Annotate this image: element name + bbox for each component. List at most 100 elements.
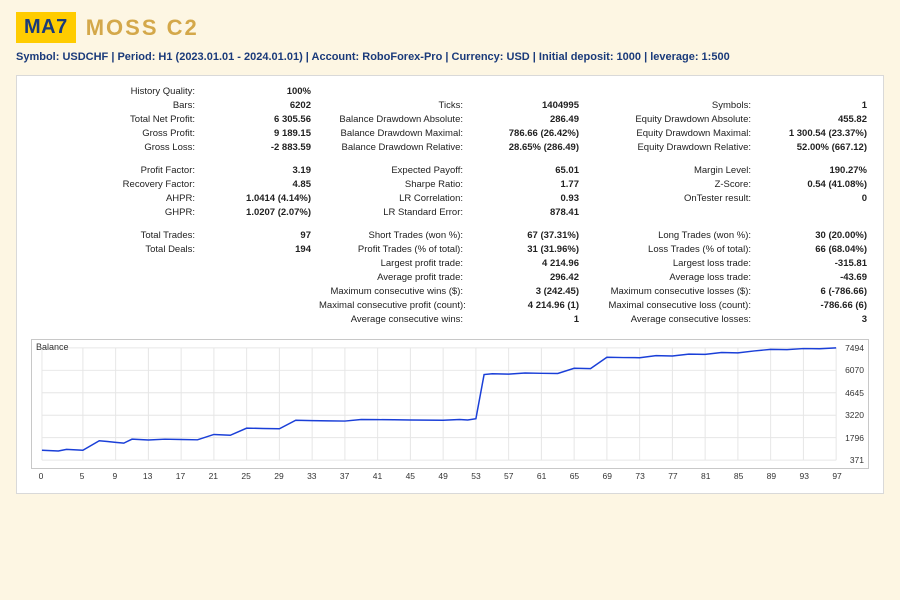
y-tick-label: 371 [850,455,864,465]
stat-value: 66 (68.04%) [761,244,871,255]
stat-value: 3 [761,314,871,325]
x-tick-label: 41 [373,471,382,481]
stat-label: Short Trades (won %): [319,230,469,241]
stat-value: 67 (37.31%) [473,230,583,241]
stat-label: Recovery Factor: [31,179,201,190]
stat-value: 3.19 [205,165,315,176]
stat-value: 1 [761,100,871,111]
stat-value: 1.77 [473,179,583,190]
x-axis-ticks: 0591317212529333741454953576165697377818… [31,471,869,483]
stat-label: Largest profit trade: [319,258,469,269]
x-tick-label: 73 [635,471,644,481]
stat-label [31,272,201,283]
stat-value: 286.49 [473,114,583,125]
y-tick-label: 4645 [845,388,864,398]
stat-value: 190.27% [761,165,871,176]
x-tick-label: 5 [80,471,85,481]
stat-value: -2 883.59 [205,142,315,153]
x-tick-label: 9 [112,471,117,481]
stat-label: Maximal consecutive profit (count): [319,300,469,311]
y-tick-label: 7494 [845,343,864,353]
x-tick-label: 65 [570,471,579,481]
stat-label: Balance Drawdown Absolute: [319,114,469,125]
stat-label: Largest loss trade: [587,258,757,269]
stat-label: Symbols: [587,100,757,111]
x-tick-label: 17 [176,471,185,481]
stat-label: Maximum consecutive losses ($): [587,286,757,297]
stat-value: 100% [205,86,315,97]
y-tick-label: 1796 [845,433,864,443]
stat-value: 878.41 [473,207,583,218]
x-tick-label: 93 [800,471,809,481]
stat-label: Profit Trades (% of total): [319,244,469,255]
stat-value: 455.82 [761,114,871,125]
stat-label: Gross Profit: [31,128,201,139]
x-tick-label: 33 [307,471,316,481]
stat-value: 65.01 [473,165,583,176]
stat-value: 194 [205,244,315,255]
stat-value: -786.66 (6) [761,300,871,311]
stat-label [31,300,201,311]
balance-chart: Balance 371 1796 3220 4645 6070 7494 [31,339,869,469]
stat-label: History Quality: [31,86,201,97]
stat-value [205,258,315,269]
stats-grid: History Quality:100%Bars:6202Ticks:14049… [31,86,869,325]
stat-label: Profit Factor: [31,165,201,176]
stat-value [761,207,871,218]
stat-value: -43.69 [761,272,871,283]
stat-value [473,86,583,97]
stat-label [31,314,201,325]
stat-value: 97 [205,230,315,241]
stat-value: 30 (20.00%) [761,230,871,241]
stat-label: Sharpe Ratio: [319,179,469,190]
y-tick-label: 3220 [845,410,864,420]
stat-label: Equity Drawdown Maximal: [587,128,757,139]
stat-label: GHPR: [31,207,201,218]
info-bar: Symbol: USDCHF | Period: H1 (2023.01.01 … [16,51,884,63]
stat-value: 4 214.96 (1) [473,300,583,311]
y-tick-label: 6070 [845,365,864,375]
stat-label: Average consecutive wins: [319,314,469,325]
x-tick-label: 61 [537,471,546,481]
stat-value [205,300,315,311]
stat-value: 296.42 [473,272,583,283]
stat-label [587,207,757,218]
stat-label: AHPR: [31,193,201,204]
stat-label: Total Deals: [31,244,201,255]
stat-label: Average profit trade: [319,272,469,283]
chart-title: Balance [36,342,69,352]
stat-label: LR Standard Error: [319,207,469,218]
x-tick-label: 53 [471,471,480,481]
stat-value: 52.00% (667.12) [761,142,871,153]
x-tick-label: 45 [406,471,415,481]
stat-value: 1.0207 (2.07%) [205,207,315,218]
logo-badge: MA7 [16,12,76,43]
stat-label: Total Net Profit: [31,114,201,125]
stat-label: Long Trades (won %): [587,230,757,241]
stat-label: Gross Loss: [31,142,201,153]
stat-value: 6 (-786.66) [761,286,871,297]
stat-label: Z-Score: [587,179,757,190]
stat-label: Margin Level: [587,165,757,176]
x-tick-label: 89 [767,471,776,481]
x-tick-label: 57 [504,471,513,481]
stat-value: 9 189.15 [205,128,315,139]
x-tick-label: 21 [209,471,218,481]
stat-value [205,314,315,325]
stat-value: 1 300.54 (23.37%) [761,128,871,139]
stat-value: 0.54 (41.08%) [761,179,871,190]
x-tick-label: 69 [603,471,612,481]
stat-value: 31 (31.96%) [473,244,583,255]
x-tick-label: 13 [143,471,152,481]
report-panel: History Quality:100%Bars:6202Ticks:14049… [16,75,884,494]
stat-value: 6202 [205,100,315,111]
chart-svg [32,340,868,468]
stat-value: 1 [473,314,583,325]
x-tick-label: 25 [241,471,250,481]
x-tick-label: 77 [668,471,677,481]
stat-label: Average loss trade: [587,272,757,283]
x-tick-label: 49 [438,471,447,481]
stat-label: Average consecutive losses: [587,314,757,325]
stat-label: Total Trades: [31,230,201,241]
stat-label: Loss Trades (% of total): [587,244,757,255]
